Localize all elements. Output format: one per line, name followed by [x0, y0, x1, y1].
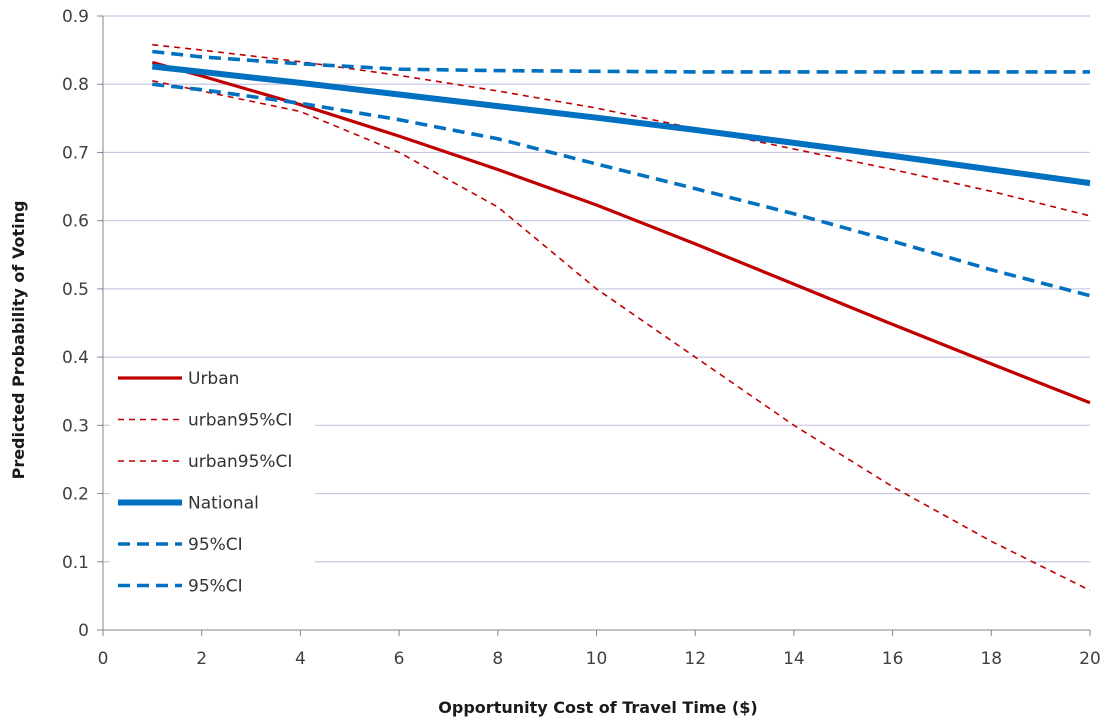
series-national-ci-upper — [152, 49, 1090, 74]
y-tick-label: 0.1 — [62, 553, 89, 573]
x-tick-label: 18 — [980, 649, 1002, 669]
y-tick-label: 0.8 — [62, 75, 89, 95]
x-tick-label: 8 — [492, 649, 503, 669]
y-tick-label: 0.3 — [62, 416, 89, 436]
series-urban-ci-lower — [152, 80, 1091, 592]
y-tick-label: 0.2 — [62, 485, 89, 505]
series-national-ci-lower — [152, 82, 1091, 298]
legend-label: 95%CI — [188, 577, 243, 597]
series-urban — [151, 60, 1091, 405]
x-tick-label: 14 — [783, 649, 805, 669]
legend-label: urban95%CI — [188, 411, 292, 431]
x-tick-label: 6 — [394, 649, 405, 669]
x-tick-label: 12 — [684, 649, 706, 669]
x-tick-label: 20 — [1079, 649, 1101, 669]
y-axis-title: Predicted Probability of Voting — [9, 201, 28, 480]
series-urban-ci-upper — [152, 43, 1091, 217]
y-tick-label: 0.9 — [62, 7, 89, 27]
x-tick-label: 4 — [295, 649, 306, 669]
legend-label: National — [188, 494, 259, 514]
y-tick-label: 0.7 — [62, 143, 89, 163]
y-tick-label: 0 — [78, 621, 89, 641]
series-national — [151, 63, 1091, 187]
y-tick-label: 0.4 — [62, 348, 89, 368]
legend-label: urban95%CI — [188, 452, 292, 472]
legend: Urban urban95%CI urban95%CI National 95%CI 95… — [110, 362, 315, 612]
series-lines — [151, 43, 1091, 592]
legend-label: Urban — [188, 369, 239, 389]
legend-background — [110, 362, 315, 612]
x-tick-label: 16 — [882, 649, 904, 669]
x-axis-title: Opportunity Cost of Travel Time ($) — [438, 698, 757, 717]
axes: 0 0.1 0.2 0.3 0.4 0.5 0.6 0.7 0.8 0.9 0 2 4 6 8 10 12 14 1… — [62, 7, 1101, 669]
y-tick-label: 0.5 — [62, 280, 89, 300]
y-tick-label: 0.6 — [62, 212, 89, 232]
legend-label: 95%CI — [188, 535, 243, 555]
x-tick-label: 10 — [586, 649, 608, 669]
x-tick-label: 0 — [98, 649, 109, 669]
x-tick-label: 2 — [196, 649, 207, 669]
